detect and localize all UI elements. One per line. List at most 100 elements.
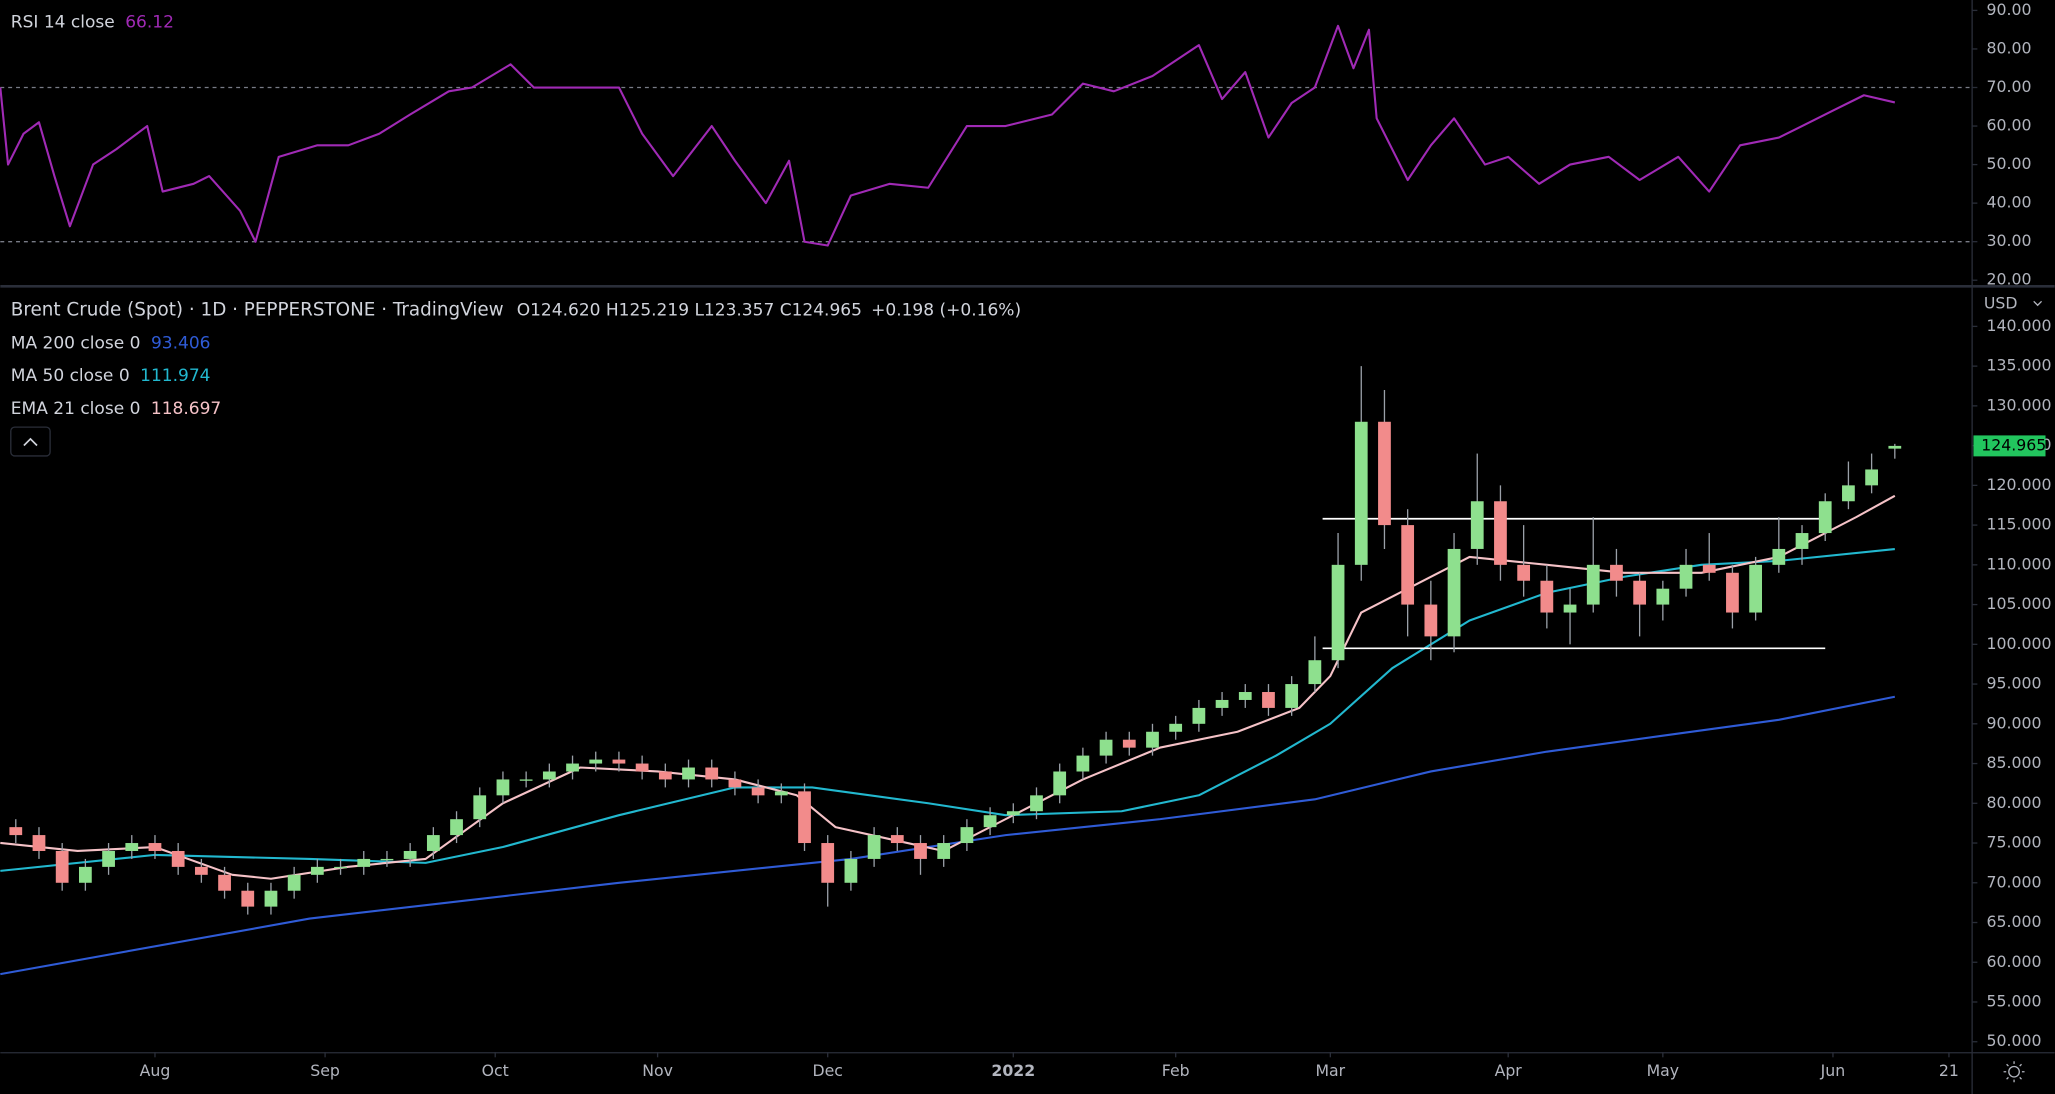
legend-value: 118.697 [151, 399, 221, 419]
candle-body [264, 890, 278, 907]
candle-body [1401, 525, 1415, 605]
y-tick-label: 135.000 [1987, 356, 2052, 375]
x-tick-label: Oct [482, 1061, 509, 1080]
candle-body [1238, 692, 1252, 700]
candle-body [658, 771, 672, 780]
candle-body [705, 767, 719, 780]
price-change: +0.198 (+0.16%) [871, 301, 1021, 321]
candle-body [1354, 421, 1368, 565]
symbol-title: Brent Crude (Spot) · 1D · PEPPERSTONE · … [11, 300, 504, 321]
candle-body [55, 850, 69, 883]
y-tick-label: 115.000 [1987, 515, 2052, 534]
candle-body [32, 835, 46, 851]
sun-core[interactable] [2008, 1065, 2020, 1078]
candle-body [1308, 660, 1322, 685]
moving-average-line [0, 695, 1896, 976]
rsi-line [0, 24, 1896, 247]
button-frame[interactable] [10, 426, 51, 457]
candle-body [1726, 572, 1739, 613]
y-tick-label: 80.00 [1987, 38, 2032, 57]
candle-body [682, 767, 695, 780]
candle-body [148, 843, 162, 851]
candle-body [9, 827, 23, 836]
y-tick-label: 60.000 [1987, 952, 2042, 971]
x-tick-label: May [1647, 1061, 1680, 1080]
x-tick-label: 2022 [991, 1061, 1035, 1080]
candle-body [1006, 811, 1020, 816]
currency-dropdown[interactable] [2033, 300, 2043, 307]
last-price-box [1973, 435, 2046, 457]
y-tick-label: 30.00 [1987, 231, 2032, 250]
y-tick-label: 70.000 [1987, 872, 2042, 891]
candle-body [1424, 604, 1438, 637]
y-tick-label: 105.000 [1987, 594, 2052, 613]
candle-body [1795, 533, 1809, 549]
candle-body [798, 791, 811, 844]
last-price-label: 124.965 [1981, 435, 2046, 454]
candle-body [1842, 485, 1855, 502]
candle-body [844, 858, 858, 883]
candle-body [171, 850, 185, 867]
candle-body [1169, 723, 1183, 732]
candle-body [125, 843, 139, 851]
candle-body [1772, 548, 1786, 565]
candle-body [403, 850, 417, 859]
legend-value: 93.406 [151, 333, 211, 353]
candle-body [1749, 564, 1763, 613]
candle-body [1053, 771, 1067, 796]
candle-body [1331, 564, 1345, 661]
y-tick-label: 60.00 [1987, 116, 2032, 135]
candle-body [287, 874, 301, 891]
y-tick-label: 100.000 [1987, 634, 2052, 653]
candle-body [589, 759, 603, 764]
candle-body [937, 843, 951, 859]
x-tick-label: Nov [642, 1061, 673, 1080]
candle-body [78, 866, 92, 883]
candle-body [1122, 739, 1136, 748]
collapse-button[interactable] [10, 426, 51, 457]
y-tick-label: 50.000 [1987, 1031, 2042, 1050]
indicator-name: RSI 14 close [11, 12, 115, 32]
y-tick-label: 55.000 [1987, 991, 2042, 1010]
candle-body [357, 858, 371, 867]
candle-body [380, 858, 394, 861]
candle-body [1215, 699, 1229, 708]
candle-body [774, 791, 788, 796]
y-tick-label: 80.000 [1987, 793, 2042, 812]
legend-name: MA 50 close 0 [11, 366, 130, 386]
candle-body [1633, 580, 1647, 605]
candle-body [1470, 501, 1484, 549]
candle-body [542, 771, 556, 780]
candle-body [635, 763, 649, 772]
candle-body [1447, 548, 1461, 637]
x-tick-label: 21 [1939, 1061, 1959, 1080]
candle-body [450, 819, 463, 836]
candle-body [1378, 421, 1391, 526]
candle-body [241, 890, 255, 907]
candle-body [1656, 588, 1670, 605]
candle-body [519, 779, 533, 781]
candle-body [1146, 731, 1159, 748]
candle-body [102, 850, 115, 867]
candle-body [612, 759, 626, 764]
candle-body [960, 827, 974, 844]
sun-rays[interactable] [2003, 1061, 2025, 1083]
x-tick-label: Aug [140, 1061, 171, 1080]
candle-body [1262, 692, 1275, 708]
candle-body [310, 866, 324, 875]
y-tick-label: 140.000 [1987, 316, 2052, 335]
y-tick-label: 40.00 [1987, 193, 2032, 212]
x-tick-label: Dec [812, 1061, 842, 1080]
y-tick-label: 85.000 [1987, 753, 2042, 772]
chevron-icon[interactable] [23, 437, 38, 447]
y-tick-label: 120.000 [1987, 475, 2052, 494]
y-tick-label: 130.000 [1987, 395, 2052, 414]
indicator-value: 66.12 [125, 12, 174, 32]
y-tick-label: 70.00 [1987, 77, 2032, 96]
y-tick-label: 90.00 [1987, 0, 2032, 19]
x-tick-label: Feb [1162, 1061, 1190, 1080]
settings-icon[interactable] [2003, 1061, 2025, 1083]
candle-body [867, 835, 881, 859]
